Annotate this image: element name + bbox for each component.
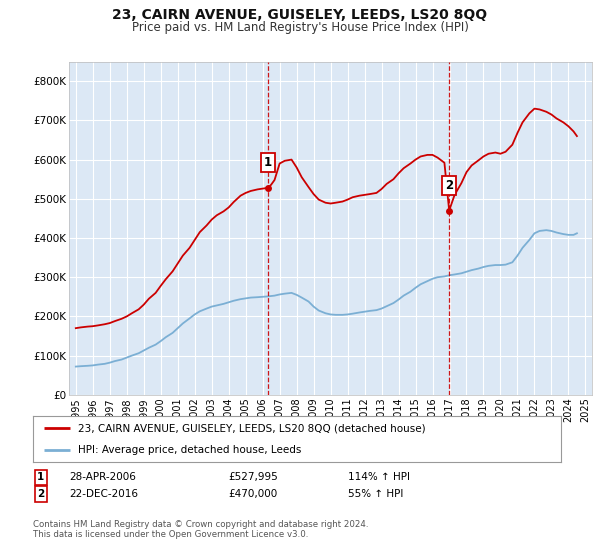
Text: HPI: Average price, detached house, Leeds: HPI: Average price, detached house, Leed…: [78, 445, 301, 455]
Text: Contains HM Land Registry data © Crown copyright and database right 2024.
This d: Contains HM Land Registry data © Crown c…: [33, 520, 368, 539]
Text: 114% ↑ HPI: 114% ↑ HPI: [348, 472, 410, 482]
Text: 23, CAIRN AVENUE, GUISELEY, LEEDS, LS20 8QQ: 23, CAIRN AVENUE, GUISELEY, LEEDS, LS20 …: [112, 8, 488, 22]
Text: £470,000: £470,000: [228, 489, 277, 499]
Text: 28-APR-2006: 28-APR-2006: [69, 472, 136, 482]
Text: £527,995: £527,995: [228, 472, 278, 482]
Text: 2: 2: [37, 489, 44, 499]
Text: 22-DEC-2016: 22-DEC-2016: [69, 489, 138, 499]
Text: 1: 1: [264, 156, 272, 169]
Text: Price paid vs. HM Land Registry's House Price Index (HPI): Price paid vs. HM Land Registry's House …: [131, 21, 469, 34]
Text: 55% ↑ HPI: 55% ↑ HPI: [348, 489, 403, 499]
Text: 2: 2: [445, 179, 453, 192]
Text: 23, CAIRN AVENUE, GUISELEY, LEEDS, LS20 8QQ (detached house): 23, CAIRN AVENUE, GUISELEY, LEEDS, LS20 …: [78, 423, 425, 433]
Text: 1: 1: [37, 472, 44, 482]
